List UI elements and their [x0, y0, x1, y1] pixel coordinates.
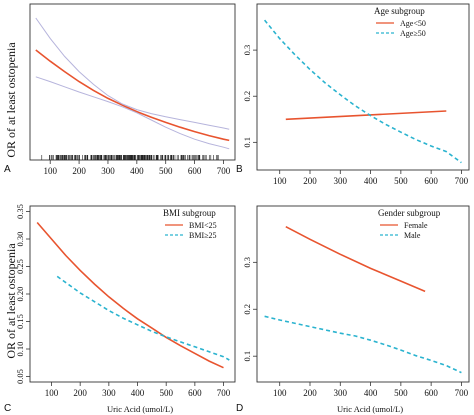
panel-b: 100 200 300 400 500 600 700 0.1 0.2 0.3 Age subgro…	[236, 3, 470, 186]
x-tick-label: 700	[217, 388, 231, 398]
series-line-age-50	[285, 110, 447, 121]
legend-item: BMI≥25	[189, 231, 217, 240]
plot-frame	[256, 205, 470, 383]
y-tick-label: 0.10	[15, 342, 25, 357]
panel-d: 100 200 300 400 500 600 700 0.1 0.2 0.3 Gender sub…	[236, 205, 470, 414]
x-tick-label: 200	[303, 388, 317, 398]
x-tick-label: 600	[424, 176, 438, 186]
x-axis-label-d: Uric Acid (umol/L)	[337, 404, 403, 414]
legend-item: Male	[404, 231, 421, 240]
panel-letter: A	[4, 164, 11, 175]
x-tick-label: 700	[455, 176, 469, 186]
y-tick-label: 0.05	[15, 369, 25, 384]
x-tick-label: 400	[130, 166, 144, 176]
series-line-ci-upper	[35, 17, 230, 130]
x-tick-label: 400	[364, 388, 378, 398]
panel-c: 100 200 300 400 500 600 700 0.05 0.10 0.15 0.20 0.2…	[4, 204, 236, 414]
y-tick-label: 0.1	[242, 351, 252, 362]
x-tick-label: 200	[303, 176, 317, 186]
y-tick-label: 0.15	[15, 314, 25, 329]
y-tick-label: 0.20	[15, 287, 25, 302]
x-tick-label: 100	[273, 176, 287, 186]
y-tick-label: 0.2	[242, 304, 252, 315]
legend-item: BMI<25	[189, 221, 217, 230]
legend-title: BMI subgroup	[163, 208, 216, 218]
legend-item: Female	[404, 221, 428, 230]
y-tick-label: 0.30	[15, 232, 25, 247]
legend-item: Age≥50	[400, 29, 426, 38]
x-tick-label: 100	[45, 388, 59, 398]
y-tick-label: 0.2	[242, 91, 252, 102]
series-line-ci-lower	[35, 76, 230, 150]
panel-a: 100 200 300 400 500 600 700 A	[4, 3, 236, 176]
y-tick-label: 0.3	[242, 257, 252, 268]
x-tick-label: 600	[424, 388, 438, 398]
x-tick-label: 500	[159, 388, 173, 398]
series-line-female	[285, 225, 426, 293]
x-tick-label: 600	[188, 388, 202, 398]
x-tick-label: 500	[394, 388, 408, 398]
x-tick-label: 700	[217, 166, 231, 176]
series-line-bmi-25	[36, 221, 224, 369]
y-tick-label: 0.1	[242, 137, 252, 148]
x-tick-label: 200	[73, 388, 87, 398]
x-tick-label: 100	[43, 166, 57, 176]
series-line-age-50	[263, 19, 462, 164]
legend-title: Gender subgroup	[378, 208, 441, 218]
y-tick-label: 0.25	[15, 259, 25, 274]
series-line-male	[264, 315, 462, 374]
plot-frame	[29, 3, 236, 161]
legend-item: Age<50	[400, 19, 426, 28]
x-tick-label: 300	[334, 176, 348, 186]
x-tick-label: 300	[334, 388, 348, 398]
panel-letter: D	[236, 403, 243, 414]
x-tick-label: 600	[188, 166, 202, 176]
panel-letter: C	[4, 403, 11, 414]
series-line-estimate	[35, 49, 230, 142]
x-tick-label: 200	[72, 166, 86, 176]
legend-title: Age subgroup	[374, 6, 425, 16]
y-axis-label-top: OR of at least ostopenia	[4, 42, 18, 158]
x-tick-label: 700	[455, 388, 469, 398]
x-axis-label-c: Uric Acid (umol/L)	[107, 404, 173, 414]
x-tick-label: 300	[102, 388, 116, 398]
x-tick-label: 400	[364, 176, 378, 186]
y-axis-label-bottom: OR of at least ostopenia	[4, 243, 18, 359]
series-line-bmi-25	[56, 275, 230, 361]
x-tick-label: 400	[131, 388, 145, 398]
panel-letter: B	[236, 164, 243, 175]
x-tick-label: 500	[394, 176, 408, 186]
x-tick-label: 500	[159, 166, 173, 176]
x-tick-label: 300	[101, 166, 115, 176]
rug-marks	[41, 155, 219, 160]
y-tick-label: 0.35	[15, 204, 25, 219]
y-tick-label: 0.3	[242, 45, 252, 56]
x-tick-label: 100	[273, 388, 287, 398]
plot-frame	[256, 3, 470, 171]
